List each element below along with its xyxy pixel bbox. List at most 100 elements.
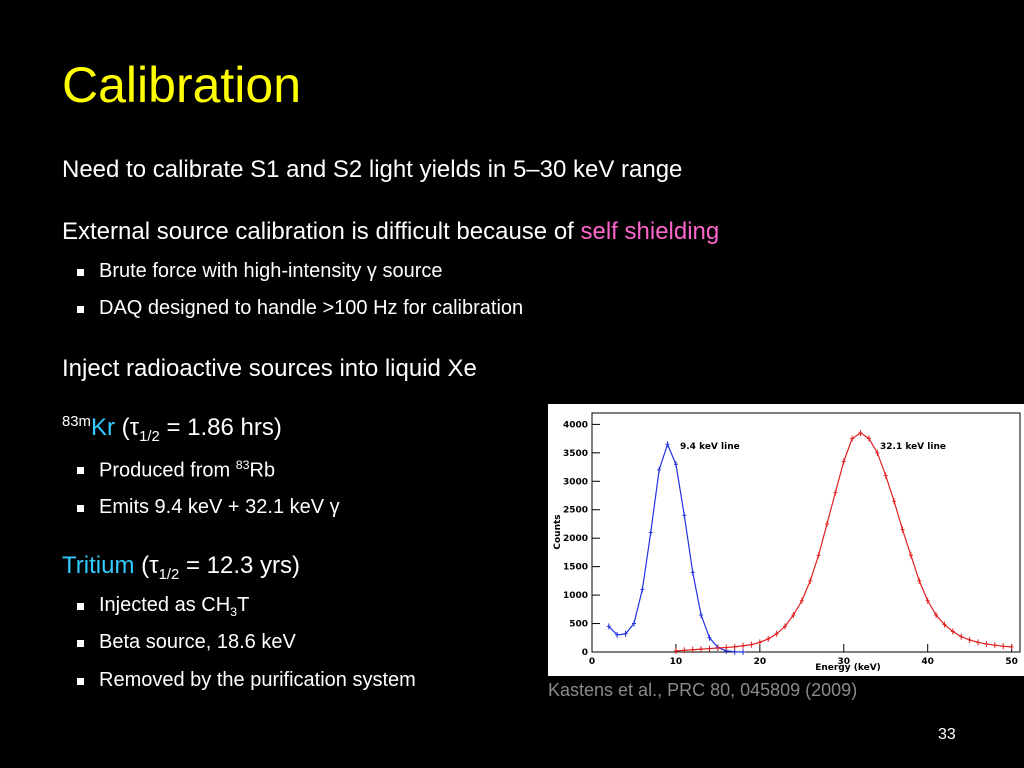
subpoint: Beta source, 18.6 keV [77, 631, 296, 653]
data-point [816, 552, 821, 559]
y-tick-label: 1000 [563, 591, 588, 601]
x-tick-label: 50 [1005, 657, 1018, 667]
data-point [690, 569, 695, 576]
y-tick-label: 3500 [563, 449, 588, 459]
data-point [984, 641, 989, 648]
x-tick-label: 10 [670, 657, 683, 667]
subpoint-text: Rb [249, 459, 276, 482]
subpoint-text: T [237, 594, 250, 616]
half-life: = 1.86 hrs) [166, 414, 282, 441]
data-point [959, 633, 964, 640]
data-point [682, 647, 687, 654]
data-point [707, 634, 712, 641]
point-text: External source calibration is difficult… [62, 218, 574, 245]
data-point [690, 646, 695, 653]
y-tick-label: 3000 [563, 477, 588, 487]
y-tick-label: 4000 [563, 420, 588, 430]
data-point [648, 529, 653, 536]
data-point [950, 628, 955, 635]
subpoint: Brute force with high-intensity γ source [77, 260, 443, 282]
y-tick-label: 1500 [563, 563, 588, 573]
y-tick-label: 2500 [563, 506, 588, 516]
data-point [699, 612, 704, 619]
paren: ( [121, 414, 130, 441]
data-point [875, 449, 880, 456]
title: Calibration [62, 57, 302, 113]
data-point [749, 641, 754, 648]
paren: ( [141, 552, 150, 579]
x-axis-label: Energy (keV) [815, 663, 881, 673]
data-point [824, 520, 829, 527]
data-point [741, 649, 746, 655]
data-point [866, 435, 871, 442]
y-tick-label: 2000 [563, 534, 588, 544]
isotope: Tritium [62, 552, 135, 579]
data-point [917, 577, 922, 584]
data-point [741, 642, 746, 649]
subpoint: Removed by the purification system [77, 669, 416, 691]
data-point [682, 512, 687, 519]
data-point [900, 526, 905, 533]
x-tick-label: 20 [754, 657, 767, 667]
data-point [673, 647, 678, 654]
annotation: 9.4 keV line [680, 442, 740, 452]
subpoint-text: Produced from [99, 459, 231, 482]
data-point [976, 639, 981, 646]
data-point [673, 461, 678, 468]
chart: 0 500 1000 1500 2000 2500 3000 3500 4000 0 10 20 30 4… [548, 404, 1024, 676]
subpoint-text: Injected as CH [99, 594, 231, 616]
y-axis-label: Counts [553, 514, 563, 549]
page-number: 33 [938, 726, 956, 743]
point: 83mKr (τ1/2 = 1.86 hrs) [62, 414, 282, 445]
sup: 83 [235, 458, 250, 472]
data-point [615, 631, 620, 638]
isotope: Kr [90, 414, 115, 441]
data-point [942, 621, 947, 628]
data-point [783, 623, 788, 630]
data-point [724, 644, 729, 651]
subpoint: Emits 9.4 keV + 32.1 keV γ [77, 496, 340, 518]
data-point [934, 612, 939, 619]
data-point [623, 630, 628, 637]
data-point [606, 623, 611, 630]
data-point [665, 441, 670, 448]
data-point [908, 552, 913, 559]
data-point [833, 489, 838, 496]
x-tick-label: 30 [837, 657, 850, 667]
data-point [732, 643, 737, 650]
data-point [925, 597, 930, 604]
data-point [640, 586, 645, 593]
data-point [757, 639, 762, 646]
data-point [715, 645, 720, 652]
point: External source calibration is difficult… [62, 218, 719, 246]
data-point [841, 458, 846, 465]
data-point [883, 472, 888, 479]
subpoint: Injected as CH3T [76, 594, 250, 619]
data-point [631, 620, 636, 627]
y-tick-label: 500 [569, 620, 588, 630]
data-point [808, 577, 813, 584]
data-point [1001, 643, 1006, 650]
data-point [1009, 643, 1014, 650]
data-point [766, 635, 771, 642]
highlight: self shielding [580, 218, 720, 245]
data-point [774, 630, 779, 637]
data-point [850, 435, 855, 442]
point: Tritium (τ1/2 = 12.3 yrs) [62, 552, 300, 583]
subpoint: DAQ designed to handle >100 Hz for calib… [76, 297, 524, 319]
data-point [699, 646, 704, 653]
symbol: τ [129, 414, 140, 441]
symbol-sub: 1/2 [139, 428, 160, 445]
data-point [992, 642, 997, 649]
chart-background [548, 404, 1024, 676]
x-tick-label: 0 [589, 657, 595, 667]
symbol-sub: 1/2 [158, 566, 180, 583]
point: Need to calibrate S1 and S2 light yields… [62, 156, 683, 183]
x-tick-label: 40 [921, 657, 934, 667]
y-tick-label: 0 [582, 648, 588, 658]
data-point [892, 498, 897, 505]
point: Inject radioactive sources into liquid X… [62, 355, 477, 382]
data-point [791, 612, 796, 619]
caption: Kastens et al., PRC 80, 045809 (2009) [548, 680, 858, 700]
